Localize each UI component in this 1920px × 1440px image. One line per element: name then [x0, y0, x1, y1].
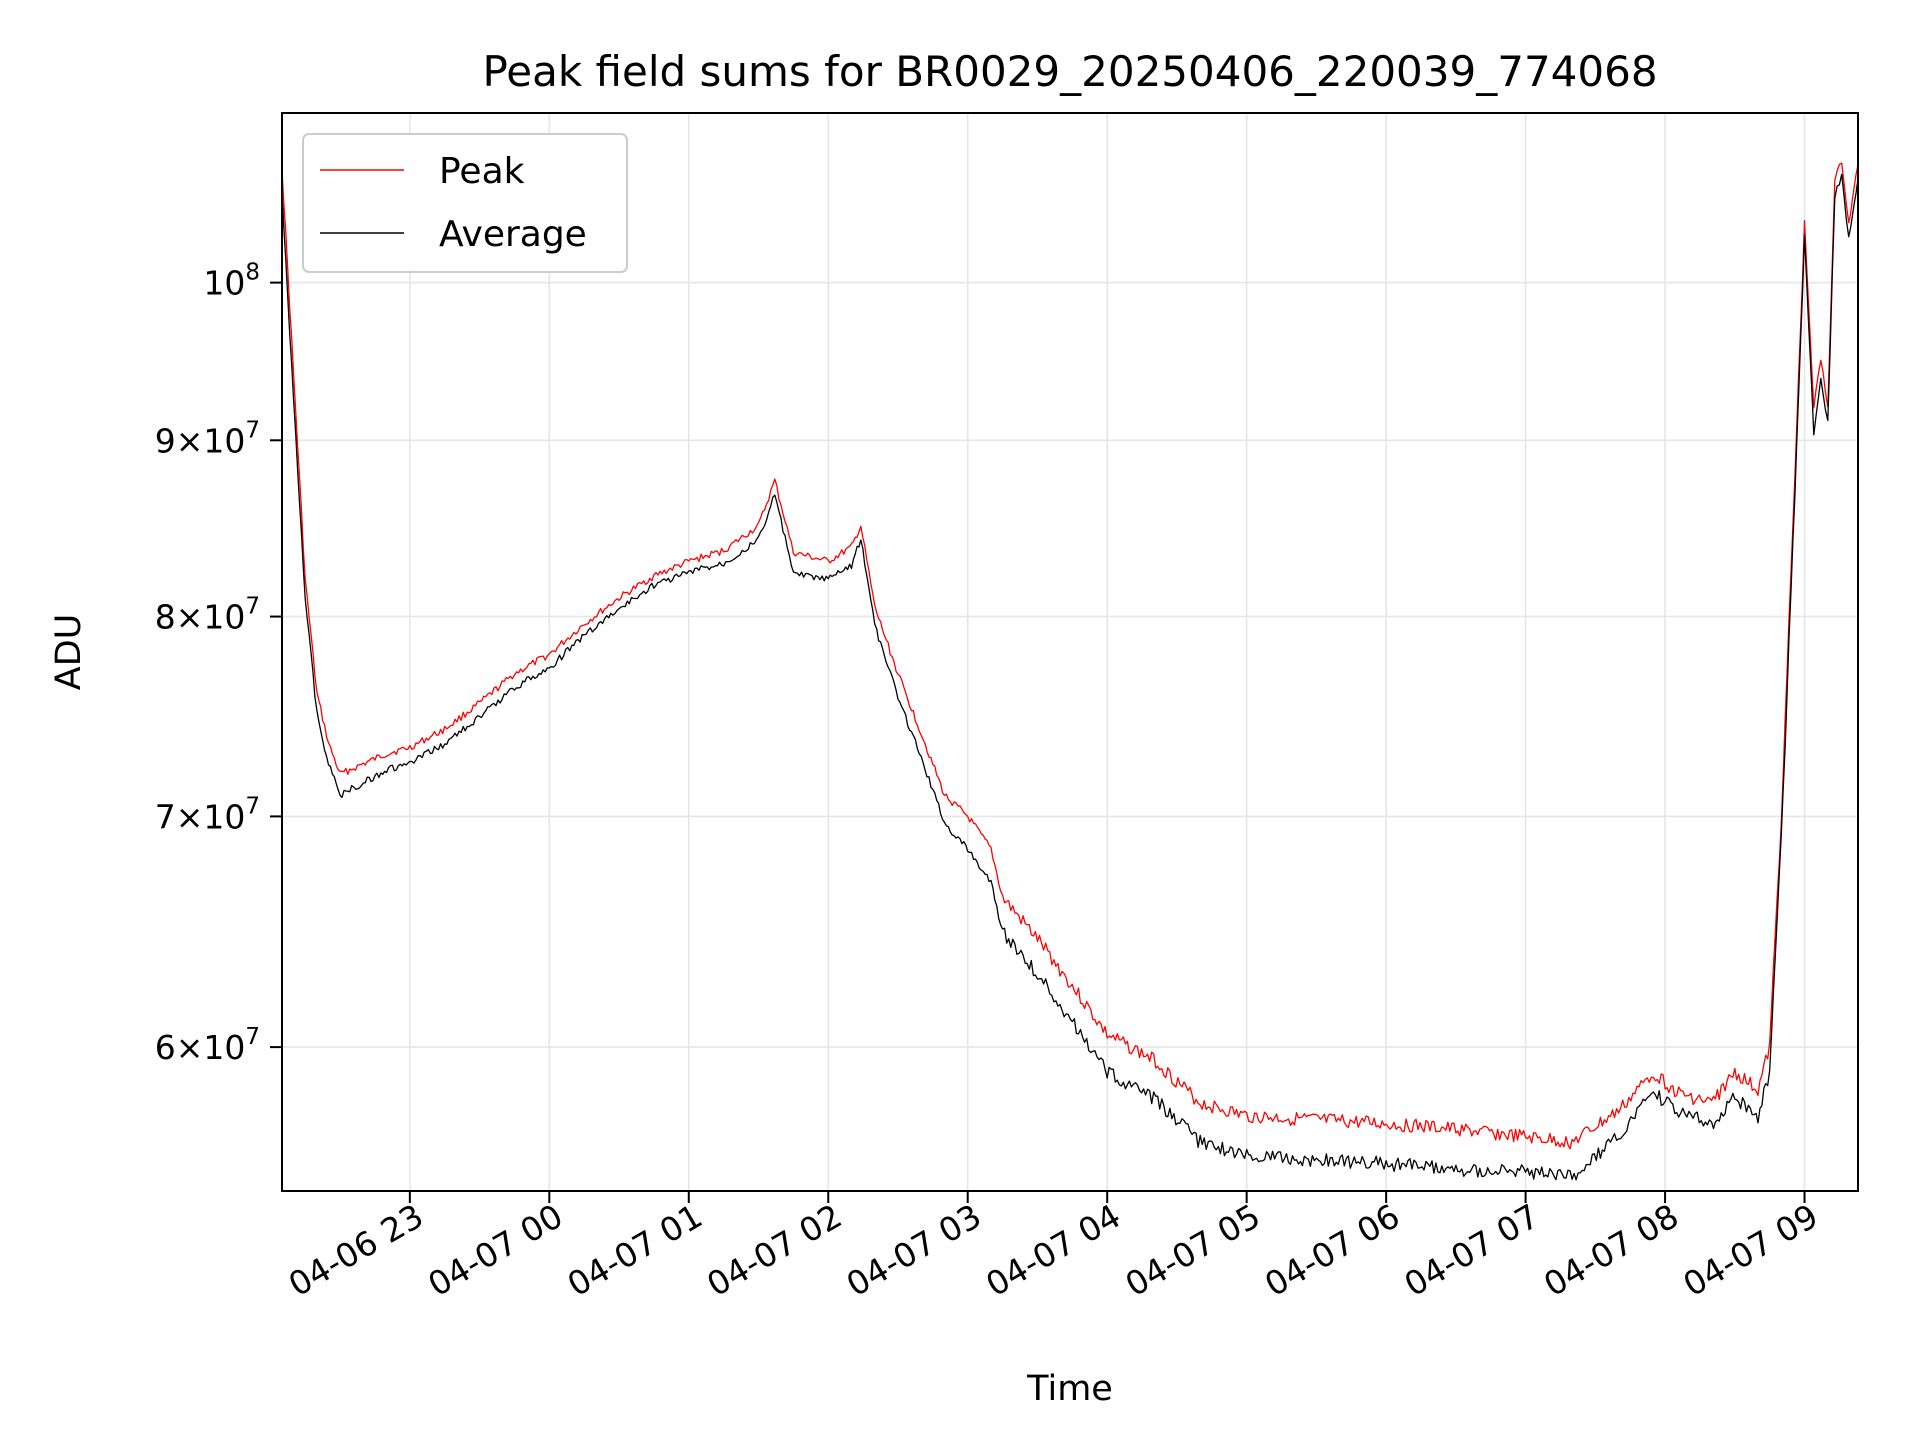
y-tick-label: 108	[203, 260, 260, 303]
y-tick-exponent: 7	[245, 793, 260, 819]
series-line-peak	[281, 162, 1859, 1150]
grid	[282, 113, 1858, 1191]
legend-average-label: Average	[439, 214, 587, 255]
y-tick-mantissa: 7×10	[155, 797, 246, 836]
plot-frame	[281, 112, 1859, 1192]
y-tick-exponent: 7	[245, 594, 260, 620]
x-axis-label: Time	[1026, 1369, 1113, 1409]
y-tick-mantissa: 9×10	[155, 421, 246, 460]
legend: Peak Average	[302, 133, 628, 273]
y-tick-exponent: 7	[245, 417, 260, 443]
y-tick-label: 9×107	[155, 417, 260, 460]
legend-box	[302, 133, 628, 273]
y-tick-exponent: 8	[245, 260, 260, 286]
legend-peak-label: Peak	[439, 151, 525, 192]
series-line-average	[281, 173, 1859, 1181]
y-tick-mantissa: 8×10	[155, 598, 246, 637]
y-tick-label: 8×107	[155, 594, 260, 637]
y-tick-mantissa: 10	[203, 264, 245, 303]
y-tick-label: 6×107	[155, 1024, 260, 1067]
y-tick-mantissa: 6×10	[155, 1028, 246, 1067]
y-axis-label: ADU	[49, 614, 89, 691]
y-tick-exponent: 7	[245, 1024, 260, 1050]
y-tick-label: 7×107	[155, 793, 260, 836]
chart-title: Peak field sums for BR0029_20250406_2200…	[482, 47, 1657, 96]
series-layer	[281, 162, 1859, 1181]
